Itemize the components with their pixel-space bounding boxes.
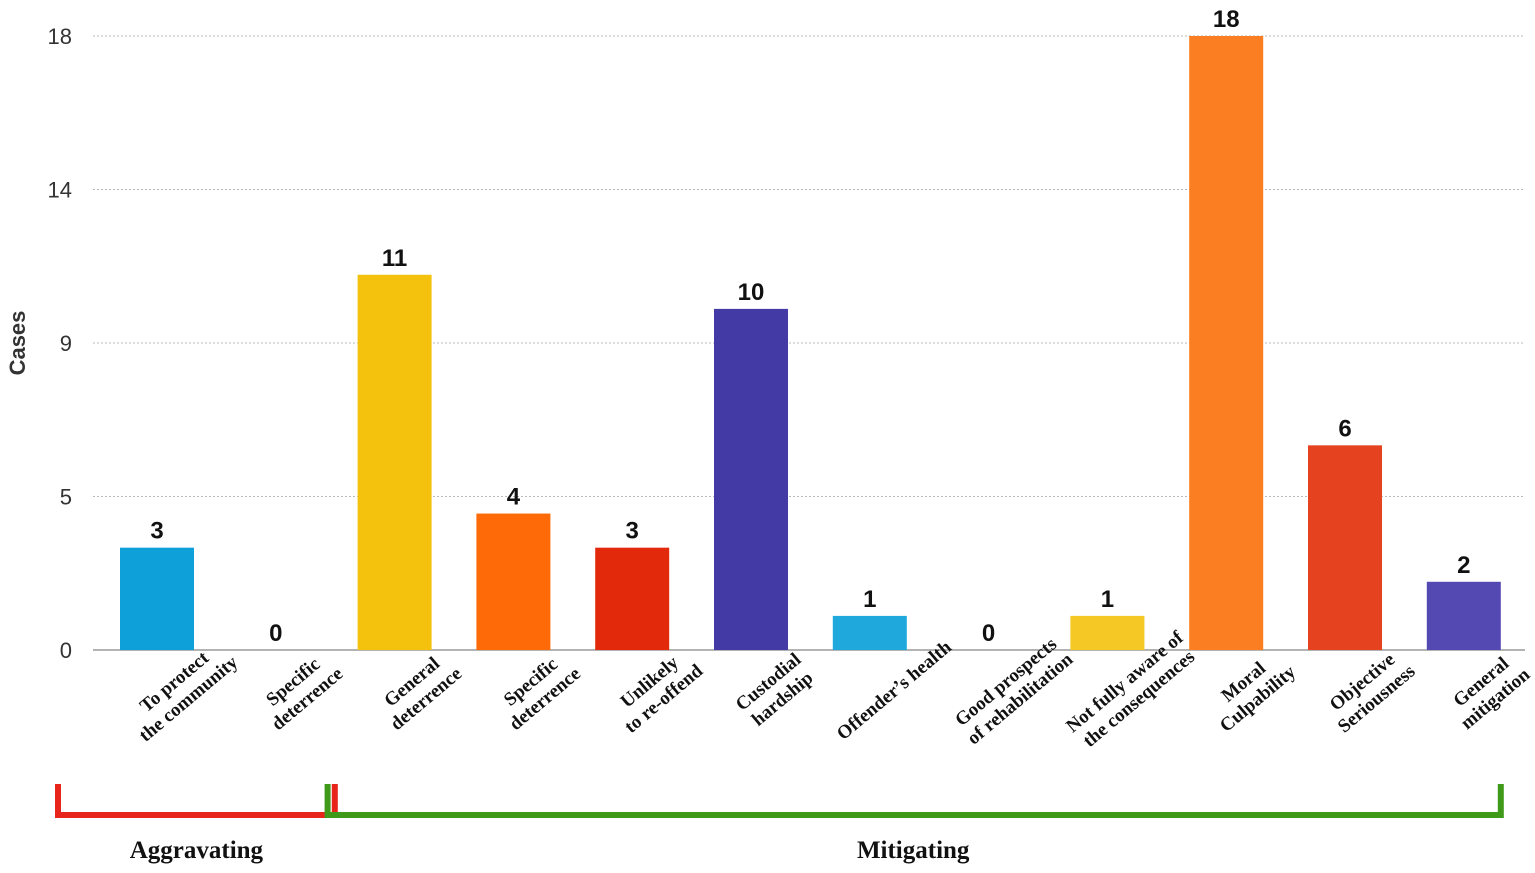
group-label: Mitigating xyxy=(857,837,970,864)
y-tick-label: 0 xyxy=(60,638,72,663)
svg-text:To protectthe community: To protectthe community xyxy=(121,635,242,747)
bar-value-label: 18 xyxy=(1213,6,1240,33)
svg-text:Custodialhardship: Custodialhardship xyxy=(732,649,819,732)
y-tick-label: 18 xyxy=(48,24,72,49)
category-label: MoralCulpability xyxy=(1202,644,1300,737)
bar-value-label: 1 xyxy=(1101,586,1114,613)
bar xyxy=(1189,36,1264,650)
svg-text:MoralCulpability: MoralCulpability xyxy=(1202,644,1300,736)
svg-text:Unlikelyto re-offend: Unlikelyto re-offend xyxy=(607,643,708,737)
bar xyxy=(357,274,432,650)
bar-value-label: 11 xyxy=(382,245,407,272)
bar xyxy=(595,547,670,650)
svg-text:Offender’s health: Offender’s health xyxy=(833,636,956,744)
bar xyxy=(1426,581,1501,650)
group-bracket xyxy=(324,784,1504,818)
category-label: Generalmitigation xyxy=(1443,647,1535,734)
category-label: Specificdeterrence xyxy=(491,646,585,735)
bar xyxy=(1070,615,1145,650)
category-label: Custodialhardship xyxy=(732,649,819,732)
category-label: Unlikelyto re-offend xyxy=(607,643,708,738)
category-label: Generaldeterrence xyxy=(372,646,466,735)
bar xyxy=(832,615,907,650)
bar-value-label: 0 xyxy=(982,620,995,647)
bar xyxy=(714,308,788,650)
gridlines xyxy=(93,35,1525,497)
svg-text:Generalmitigation: Generalmitigation xyxy=(1443,647,1535,734)
bar-value-label: 6 xyxy=(1338,415,1351,442)
category-label: To protectthe community xyxy=(121,635,242,747)
group-brackets: Aggravating Mitigating xyxy=(55,784,1504,864)
group-label: Aggravating xyxy=(130,837,264,864)
bar xyxy=(120,547,194,650)
svg-text:ObjectiveSeriousness: ObjectiveSeriousness xyxy=(1320,644,1420,737)
bar xyxy=(476,513,551,650)
bar-value-label: 2 xyxy=(1457,552,1470,579)
bar-value-label: 3 xyxy=(626,518,639,545)
bars xyxy=(120,36,1501,650)
bar-value-label: 10 xyxy=(738,279,765,306)
bar-value-label: 4 xyxy=(507,484,521,511)
group-bracket xyxy=(55,784,338,818)
bar-value-label: 3 xyxy=(150,518,163,545)
y-tick-label: 5 xyxy=(60,485,72,510)
svg-text:Specificdeterrence: Specificdeterrence xyxy=(254,646,348,734)
svg-text:Specificdeterrence: Specificdeterrence xyxy=(491,646,585,734)
category-label: ObjectiveSeriousness xyxy=(1320,644,1420,737)
bar-value-label: 1 xyxy=(863,586,876,613)
y-tick-label: 14 xyxy=(48,178,72,203)
category-label: Specificdeterrence xyxy=(254,646,348,735)
bar-value-label: 0 xyxy=(269,620,282,647)
bar xyxy=(1308,445,1382,650)
svg-text:Generaldeterrence: Generaldeterrence xyxy=(372,646,466,734)
y-tick-label: 9 xyxy=(60,331,72,356)
y-axis-label: Cases xyxy=(5,311,30,376)
y-axis-ticks: 0 5 9 14 18 xyxy=(48,24,72,663)
category-label: Offender’s health xyxy=(833,636,956,744)
